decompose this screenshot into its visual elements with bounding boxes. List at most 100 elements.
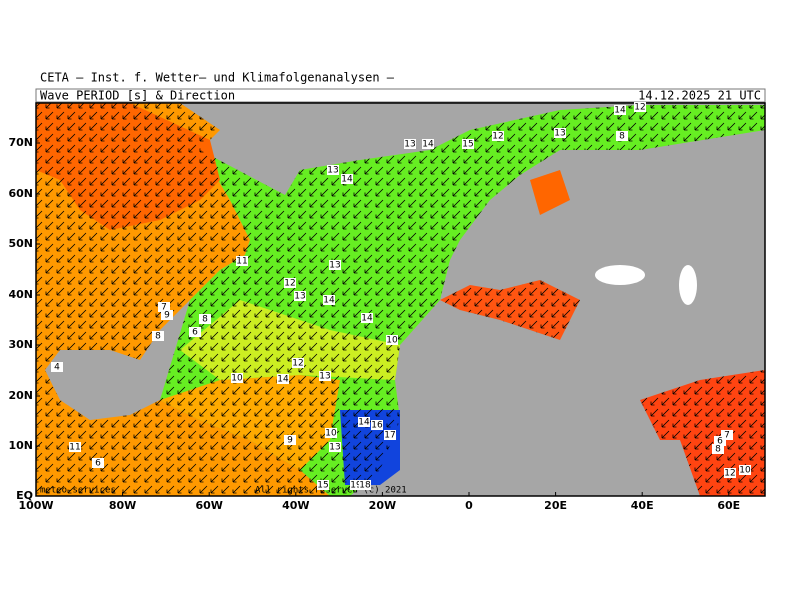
lon-label: 60E [717,499,740,512]
period-label-bg [329,260,341,270]
credit-right: All rights reserved (c) 2021 [255,486,407,496]
period-label: 8 [202,315,208,325]
period-label: 13 [329,443,340,453]
period-label: 12 [292,359,303,369]
period-label: 13 [554,129,565,139]
period-label-bg [361,313,373,323]
period-label-bg [292,358,304,368]
period-label-bg [614,105,626,115]
period-label-bg [462,139,474,149]
period-label: 9 [164,311,170,321]
period-label-bg [277,374,289,384]
lon-label: 40E [631,499,654,512]
period-label: 10 [739,466,751,476]
lon-label: 40W [282,499,309,512]
period-label-bg [236,256,248,266]
period-label: 7 [724,431,730,441]
period-label: 14 [358,418,370,428]
period-label: 12 [492,132,503,142]
period-label: 6 [95,459,101,469]
period-label-bg [284,435,296,445]
timestamp: 14.12.2025 21 UTC [638,89,761,103]
period-label-bg [294,291,306,301]
sea-baltic [530,170,570,215]
period-label: 17 [384,431,395,441]
subtitle: Wave PERIOD [s] & Direction [40,89,235,103]
lat-label: 10N [8,439,33,452]
period-label-bg [371,420,383,430]
period-label: 14 [614,106,626,116]
period-label: 18 [359,481,371,491]
period-label-bg [231,373,243,383]
period-label: 12 [284,279,295,289]
period-label: 12 [634,103,645,113]
period-label: 4 [54,363,60,373]
period-label-bg [714,436,726,446]
lon-label: 80W [109,499,136,512]
period-label-bg [739,465,751,475]
period-label-bg [319,371,331,381]
period-label-bg [350,480,362,490]
period-label: 14 [361,314,373,324]
period-label-bg [329,442,341,452]
period-label: 11 [236,257,247,267]
period-label-bg [152,331,164,341]
period-label: 13 [319,372,330,382]
credit-left: meteo-services [40,486,116,496]
period-label-bg [51,362,63,372]
period-label-bg [158,302,170,312]
black-sea [595,265,645,285]
period-label-bg [634,102,646,112]
period-label-bg [422,139,434,149]
period-label-bg [284,278,296,288]
period-label-bg [317,480,329,490]
lat-label: EQ [16,489,33,502]
period-label-bg [341,174,353,184]
period-label: 11 [69,443,80,453]
period-label-bg [721,430,733,440]
period-label-bg [189,327,201,337]
caspian-sea [679,265,697,305]
period-label-bg [358,417,370,427]
period-label: 8 [155,332,161,342]
lon-label: 100W [18,499,53,512]
title: CETA – Inst. f. Wetter– und Klimafolgena… [40,71,395,85]
lat-label: 70N [8,136,33,149]
period-label: 8 [715,445,721,455]
period-label: 14 [277,375,289,385]
period-label-bg [69,442,81,452]
period-label-bg [712,444,724,454]
period-label: 7 [161,303,167,313]
period-label: 13 [327,166,338,176]
lon-label: 20W [369,499,396,512]
period-label-bg [327,165,339,175]
period-label-bg [359,480,371,490]
lon-label: 60W [195,499,222,512]
period-label: 19 [350,481,362,491]
subtitle-bar [35,88,766,103]
period-label-bg [404,139,416,149]
period-label: 10 [386,336,398,346]
period-label: 14 [341,175,353,185]
period-label: 14 [323,296,335,306]
period-label-bg [384,430,396,440]
period-label-bg [492,131,504,141]
period-label-bg [386,335,398,345]
period-label: 13 [294,292,305,302]
period-label: 14 [422,140,434,150]
period-label: 10 [325,429,337,439]
lat-label: 30N [8,338,33,351]
period-label: 16 [371,421,383,431]
map-frame [35,102,766,497]
period-label-bg [323,295,335,305]
period-label: 6 [717,437,723,447]
period-label: 13 [404,140,415,150]
period-label-bg [92,458,104,468]
lat-label: 50N [8,237,33,250]
lon-label: 20E [544,499,567,512]
lat-label: 20N [8,389,33,402]
period-label: 15 [462,140,473,150]
lat-label: 60N [8,187,33,200]
